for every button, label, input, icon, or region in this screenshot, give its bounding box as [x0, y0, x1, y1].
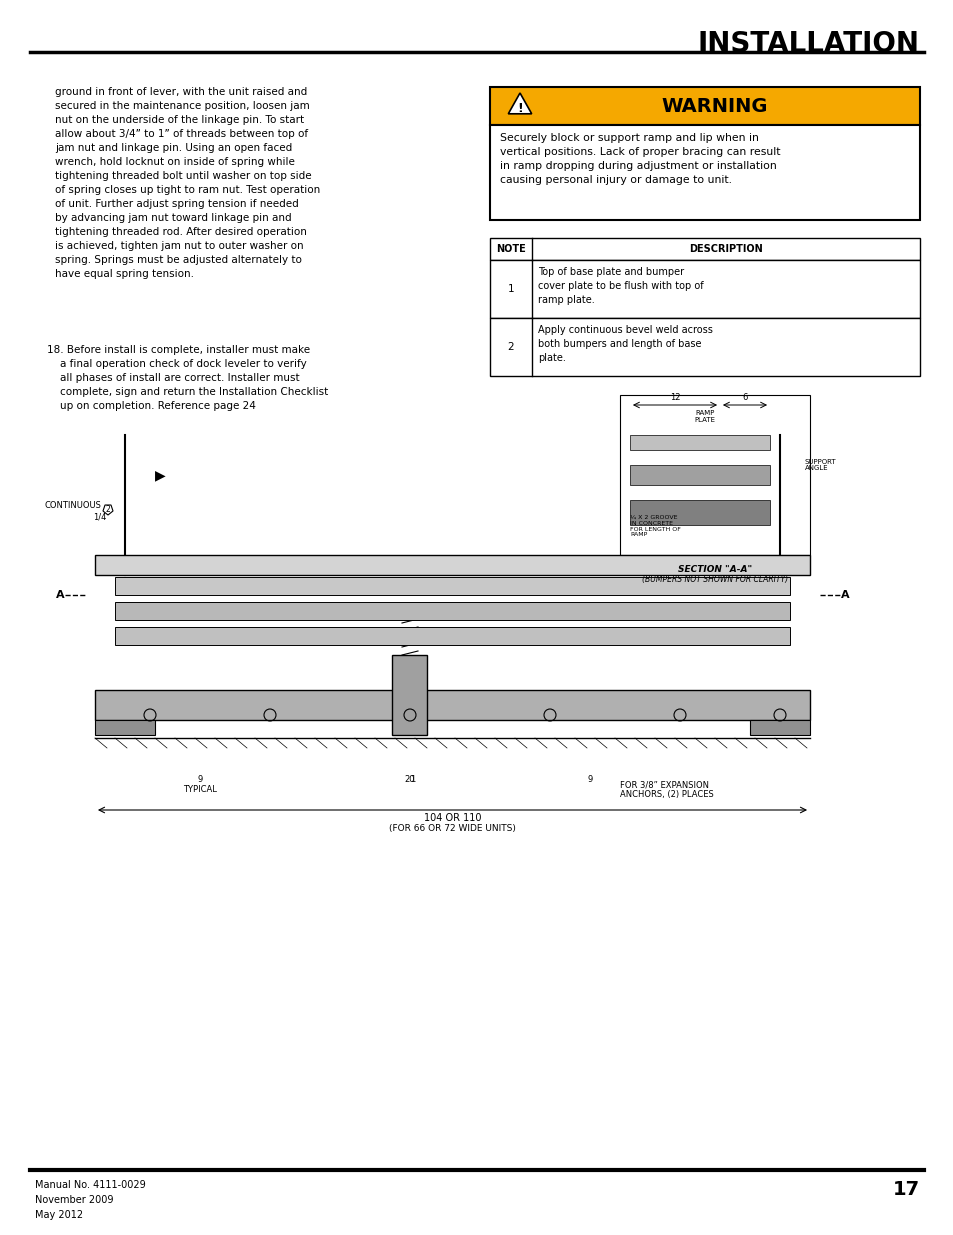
Text: SECTION "A-A": SECTION "A-A"	[678, 564, 751, 574]
Text: 2: 2	[106, 505, 111, 514]
FancyBboxPatch shape	[115, 627, 789, 645]
FancyBboxPatch shape	[115, 601, 789, 620]
Text: 20: 20	[404, 776, 415, 784]
Text: FOR 3/8” EXPANSION
ANCHORS, (2) PLACES: FOR 3/8” EXPANSION ANCHORS, (2) PLACES	[619, 781, 713, 799]
FancyBboxPatch shape	[95, 690, 809, 720]
FancyBboxPatch shape	[490, 317, 919, 375]
Text: 1: 1	[507, 284, 514, 294]
FancyBboxPatch shape	[629, 435, 769, 450]
Text: !: !	[517, 101, 522, 115]
Text: 17: 17	[892, 1179, 919, 1199]
Text: ▶: ▶	[154, 468, 166, 482]
Text: Top of base plate and bumper
cover plate to be flush with top of
ramp plate.: Top of base plate and bumper cover plate…	[537, 267, 703, 305]
Text: 6: 6	[741, 393, 747, 403]
Text: SUPPORT
ANGLE: SUPPORT ANGLE	[804, 458, 836, 472]
FancyBboxPatch shape	[629, 466, 769, 485]
Text: WARNING: WARNING	[661, 96, 767, 116]
Text: 1/4: 1/4	[93, 513, 107, 521]
Text: A: A	[55, 590, 64, 600]
Text: Securely block or support ramp and lip when in
vertical positions. Lack of prope: Securely block or support ramp and lip w…	[499, 133, 780, 185]
FancyBboxPatch shape	[95, 720, 154, 735]
Text: 9: 9	[587, 776, 592, 784]
Text: DESCRIPTION: DESCRIPTION	[688, 245, 762, 254]
FancyBboxPatch shape	[749, 720, 809, 735]
Text: CONTINUOUS: CONTINUOUS	[45, 500, 102, 510]
FancyBboxPatch shape	[490, 238, 919, 261]
FancyBboxPatch shape	[619, 395, 809, 555]
Text: 104 OR 110: 104 OR 110	[423, 813, 480, 823]
Text: RAMP
PLATE: RAMP PLATE	[694, 410, 715, 424]
FancyBboxPatch shape	[490, 125, 919, 220]
Text: Manual No. 4111-0029
November 2009
May 2012: Manual No. 4111-0029 November 2009 May 2…	[35, 1179, 146, 1220]
Text: (BUMPERS NOT SHOWN FOR CLARITY): (BUMPERS NOT SHOWN FOR CLARITY)	[641, 576, 787, 584]
Text: 1: 1	[410, 776, 415, 784]
FancyBboxPatch shape	[490, 86, 919, 125]
Text: 12: 12	[669, 393, 679, 403]
FancyBboxPatch shape	[490, 261, 919, 317]
Text: 18. Before install is complete, installer must make
    a final operation check : 18. Before install is complete, installe…	[47, 345, 328, 411]
Text: ground in front of lever, with the unit raised and
secured in the maintenance po: ground in front of lever, with the unit …	[55, 86, 320, 279]
FancyBboxPatch shape	[629, 500, 769, 525]
Polygon shape	[508, 93, 531, 114]
Text: ¼ X 2 GROOVE
IN CONCRETE
FOR LENGTH OF
RAMP: ¼ X 2 GROOVE IN CONCRETE FOR LENGTH OF R…	[629, 515, 680, 537]
Text: INSTALLATION: INSTALLATION	[698, 30, 919, 58]
FancyBboxPatch shape	[95, 555, 809, 576]
Text: NOTE: NOTE	[496, 245, 525, 254]
Text: (FOR 66 OR 72 WIDE UNITS): (FOR 66 OR 72 WIDE UNITS)	[389, 824, 516, 832]
Text: A: A	[840, 590, 848, 600]
FancyBboxPatch shape	[115, 577, 789, 595]
FancyBboxPatch shape	[392, 655, 427, 735]
Text: 9
TYPICAL: 9 TYPICAL	[183, 776, 216, 794]
Text: 2: 2	[507, 342, 514, 352]
FancyBboxPatch shape	[30, 366, 923, 1167]
Text: Apply continuous bevel weld across
both bumpers and length of base
plate.: Apply continuous bevel weld across both …	[537, 325, 712, 363]
